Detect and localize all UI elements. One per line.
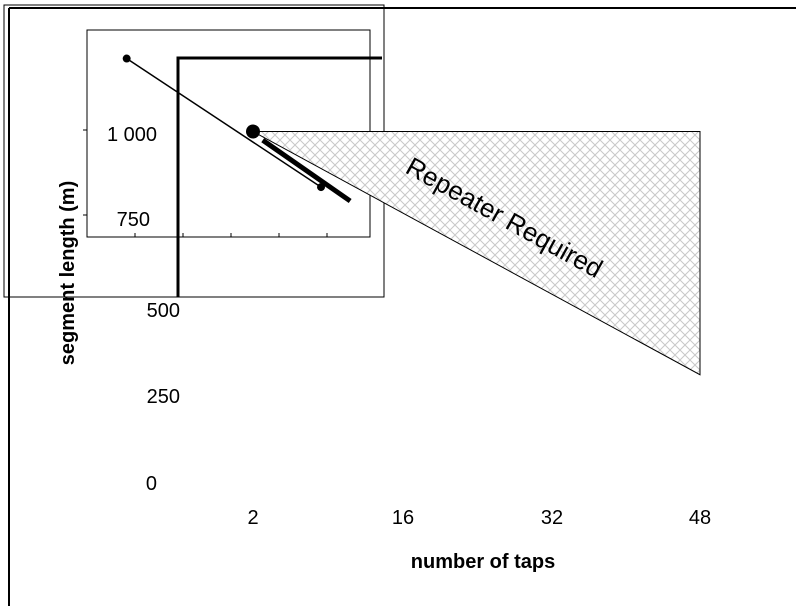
series-point (246, 125, 260, 139)
x-tick-label: 16 (392, 507, 414, 529)
series-line (127, 59, 321, 188)
y-tick-label: 500 (147, 300, 180, 322)
x-tick-labels: 2 16 32 48 (247, 507, 711, 529)
inset-y-ticks (83, 130, 87, 215)
y-tick-label: 250 (147, 386, 180, 408)
repeater-required-region (253, 132, 700, 375)
x-tick-label: 48 (689, 507, 711, 529)
x-axis-title: number of taps (411, 551, 555, 573)
y-tick-label: 1 000 (107, 124, 157, 146)
y-axis-title: segment length (m) (57, 181, 79, 365)
x-tick-label: 2 (247, 507, 258, 529)
x-tick-label: 32 (541, 507, 563, 529)
y-tick-labels: 0 250 500 750 1 000 (107, 124, 180, 495)
inset-x-ticks (135, 233, 327, 237)
y-tick-label: 750 (117, 209, 150, 231)
series-point (123, 55, 131, 63)
y-tick-label: 0 (146, 473, 157, 495)
